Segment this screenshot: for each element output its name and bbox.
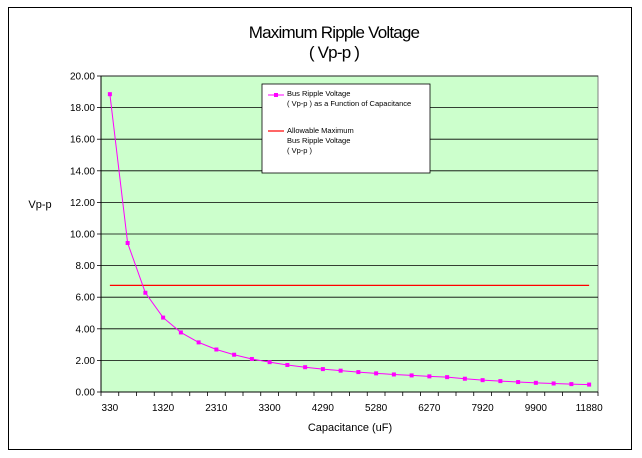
chart-subtitle: ( Vp-p ) (309, 43, 359, 62)
x-tick-label: 2310 (205, 403, 228, 414)
ripple-voltage-point (214, 347, 219, 352)
ripple-voltage-point (232, 352, 237, 357)
y-tick-label: 8.00 (76, 261, 96, 272)
ripple-voltage-point (356, 370, 361, 375)
y-tick-label: 2.00 (76, 356, 96, 367)
ripple-voltage-point (391, 372, 396, 377)
y-tick-label: 6.00 (76, 293, 96, 304)
y-tick-label: 12.00 (70, 198, 95, 209)
ripple-voltage-point (320, 367, 325, 372)
ripple-voltage-point (551, 381, 556, 386)
ripple-voltage-point (587, 382, 592, 387)
y-tick-label: 10.00 (70, 230, 95, 241)
series-layer (107, 92, 592, 387)
ripple-voltage-point (498, 379, 503, 384)
ripple-voltage-point (267, 360, 272, 365)
y-tick-label: 4.00 (76, 324, 96, 335)
legend-label-ripple: ( Vp-p ) as a Function of Capacitance (287, 99, 411, 108)
x-axis-ticks: 330 1320 2310 3300 4290 5280 6270 7920 9900 11880 (100, 391, 604, 414)
x-tick-label: 4290 (312, 403, 335, 414)
ripple-voltage-point (196, 340, 201, 345)
ripple-voltage-line (109, 94, 590, 386)
ripple-voltage-point (285, 362, 290, 367)
ripple-voltage-point (516, 380, 521, 385)
x-tick-label: 7920 (472, 403, 495, 414)
ripple-voltage-point (409, 373, 414, 378)
ripple-voltage-point (533, 380, 538, 385)
y-tick-label: 0.00 (76, 388, 96, 399)
ripple-voltage-point (125, 241, 130, 246)
ripple-voltage-point (143, 290, 148, 295)
ripple-voltage-point (178, 330, 183, 335)
x-axis-title: Capacitance (uF) (308, 422, 392, 434)
y-tick-label: 14.00 (70, 166, 95, 177)
ripple-voltage-point (480, 378, 485, 383)
x-tick-label: 1320 (152, 403, 175, 414)
ripple-voltage-point (161, 315, 166, 320)
chart-title: Maximum Ripple Voltage (249, 23, 420, 42)
x-tick-label: 11880 (576, 403, 604, 414)
legend-label-ripple: Bus Ripple Voltage (287, 89, 350, 98)
ripple-voltage-point (569, 382, 574, 387)
x-tick-label: 9900 (525, 403, 548, 414)
y-axis-title: Vp-p (28, 199, 51, 211)
ripple-voltage-point (249, 356, 254, 361)
legend-box (261, 83, 431, 174)
x-tick-label: 3300 (259, 403, 282, 414)
ripple-voltage-point (374, 371, 379, 376)
ripple-voltage-point (107, 92, 112, 97)
x-tick-label: 6270 (418, 403, 441, 414)
ripple-voltage-point (303, 365, 308, 370)
y-tick-label: 16.00 (70, 135, 95, 146)
x-tick-label: 330 (102, 403, 119, 414)
y-tick-label: 18.00 (70, 103, 95, 114)
y-tick-label: 20.00 (70, 72, 95, 83)
y-axis-ticks: 0.00 2.00 4.00 6.00 8.00 10.00 12.00 14.00 16.00… (70, 72, 102, 399)
legend: Bus Ripple Voltage( Vp-p ) as a Function… (261, 83, 431, 174)
ripple-voltage-point (445, 375, 450, 380)
ripple-voltage-point (427, 374, 432, 379)
x-tick-label: 5280 (365, 403, 388, 414)
legend-label-allowable: Allowable Maximum (287, 126, 354, 135)
legend-label-allowable: ( Vp-p ) (287, 146, 313, 155)
ripple-voltage-point (338, 368, 343, 373)
ripple-voltage-point (462, 376, 467, 381)
legend-marker-ripple (274, 93, 278, 97)
legend-label-allowable: Bus Ripple Voltage (287, 136, 350, 145)
